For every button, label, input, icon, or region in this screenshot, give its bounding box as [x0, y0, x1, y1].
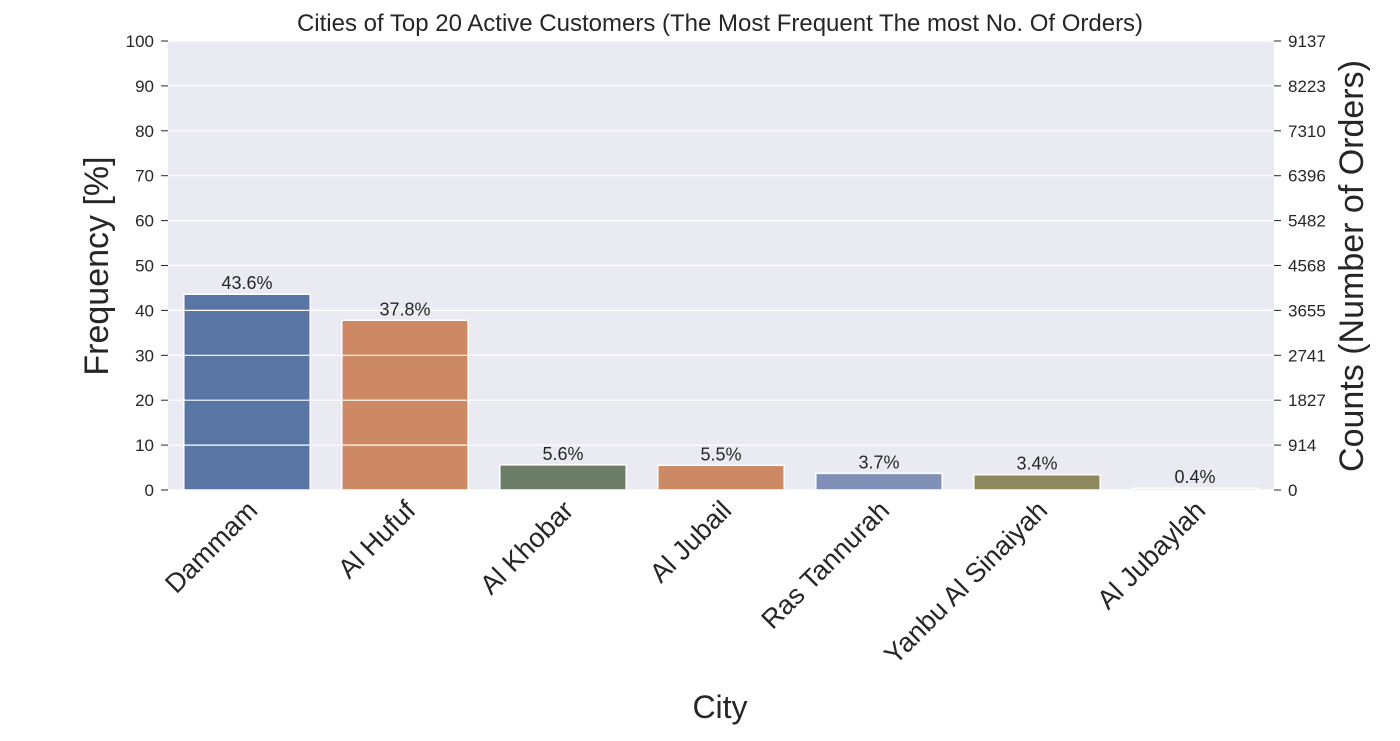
data-labels: 43.6% 37.8% 5.6% 5.5% 3.7% 3.4% 0.4%	[221, 273, 1215, 487]
y-tick-label-left: 50	[135, 257, 154, 276]
y-tick-label-left: 30	[135, 346, 154, 365]
y-tick-label-left: 10	[135, 436, 154, 455]
x-axis-label: City	[692, 689, 747, 725]
data-label: 0.4%	[1174, 467, 1215, 487]
bars	[183, 293, 1259, 491]
y-tick-label-right: 5482	[1288, 212, 1326, 231]
y-tick-label-right: 7310	[1288, 122, 1326, 141]
y-tick-label-right: 3655	[1288, 301, 1326, 320]
bar	[341, 319, 469, 491]
x-tick-label: Al Jubail	[644, 495, 737, 588]
y-tick-label-right: 0	[1288, 481, 1297, 500]
y-tick-label-right: 4568	[1288, 257, 1326, 276]
y-tick-label-left: 60	[135, 212, 154, 231]
bar	[1131, 487, 1259, 491]
y-tick-label-right: 6396	[1288, 167, 1326, 186]
x-tick-label: Al Jubaylah	[1091, 495, 1211, 615]
y-tick-label-right: 2741	[1288, 346, 1326, 365]
y-axis-label-right: Counts (Number of Orders)	[1333, 60, 1371, 472]
data-label: 37.8%	[379, 299, 430, 319]
y-tick-label-left: 0	[145, 481, 154, 500]
x-tick-label: Al Khobar	[474, 495, 579, 600]
bar	[815, 472, 943, 491]
y-tick-label-right: 1827	[1288, 391, 1326, 410]
y-tick-label-left: 70	[135, 167, 154, 186]
bar	[183, 293, 311, 491]
y-tick-label-right: 8223	[1288, 77, 1326, 96]
bar	[657, 464, 785, 491]
y-tick-label-left: 20	[135, 391, 154, 410]
y-tick-label-left: 40	[135, 301, 154, 320]
x-tick-label: Al Hufuf	[332, 495, 421, 584]
data-label: 3.7%	[858, 452, 899, 472]
data-label: 3.4%	[1016, 454, 1057, 474]
x-tick-label: Yanbu Al Sinaiyah	[878, 495, 1053, 670]
chart-title: Cities of Top 20 Active Customers (The M…	[297, 10, 1143, 37]
bar	[499, 464, 627, 491]
data-label: 5.5%	[700, 444, 741, 464]
y-tick-label-left: 90	[135, 77, 154, 96]
y-tick-label-right: 914	[1288, 436, 1316, 455]
bar	[973, 473, 1101, 491]
right-axis-ticks: 0 914 1827 2741 3655 4568 5482 6396 7310 8223 9137	[1274, 32, 1326, 500]
y-tick-label-left: 100	[126, 32, 154, 51]
x-tick-label: Dammam	[159, 495, 263, 599]
data-label: 43.6%	[221, 273, 272, 293]
x-axis-ticks: Dammam Al Hufuf Al Khobar Al Jubail Ras Tann…	[159, 495, 1211, 670]
y-axis-label-left: Frequency [%]	[78, 156, 116, 375]
data-label: 5.6%	[542, 444, 583, 464]
y-tick-label-left: 80	[135, 122, 154, 141]
x-tick-label: Ras Tannurah	[756, 495, 896, 635]
y-tick-label-right: 9137	[1288, 32, 1326, 51]
left-axis-ticks: 0 10 20 30 40 50 60 70 80 90 100	[126, 32, 168, 500]
